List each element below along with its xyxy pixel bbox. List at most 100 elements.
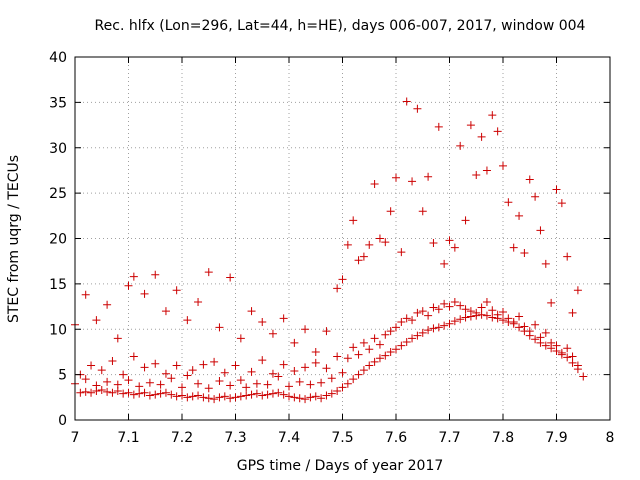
data-point bbox=[76, 388, 85, 397]
data-point bbox=[295, 377, 304, 386]
data-point bbox=[472, 170, 481, 179]
data-point bbox=[466, 121, 475, 130]
data-point bbox=[268, 329, 277, 338]
data-point bbox=[477, 132, 486, 141]
data-point bbox=[359, 338, 368, 347]
data-point bbox=[194, 379, 203, 388]
data-point bbox=[145, 391, 154, 400]
data-point bbox=[381, 351, 390, 360]
data-point bbox=[434, 305, 443, 314]
data-point bbox=[349, 216, 358, 225]
data-point bbox=[295, 394, 304, 403]
data-point bbox=[477, 303, 486, 312]
data-point bbox=[520, 249, 529, 258]
data-point bbox=[103, 300, 112, 309]
data-point bbox=[386, 207, 395, 216]
data-point bbox=[349, 375, 358, 384]
data-point bbox=[226, 273, 235, 282]
data-point bbox=[113, 334, 122, 343]
data-point bbox=[135, 389, 144, 398]
data-point bbox=[156, 389, 165, 398]
data-point bbox=[178, 383, 186, 392]
data-point bbox=[525, 175, 534, 184]
data-point bbox=[408, 316, 417, 325]
data-point bbox=[450, 298, 459, 307]
data-point bbox=[370, 180, 379, 189]
data-point bbox=[210, 395, 219, 404]
data-point bbox=[482, 166, 491, 175]
data-point bbox=[482, 311, 491, 320]
data-point bbox=[172, 392, 181, 401]
data-point bbox=[242, 391, 251, 400]
data-point bbox=[311, 358, 320, 367]
data-points bbox=[71, 97, 588, 404]
data-point bbox=[204, 384, 213, 393]
data-point bbox=[140, 388, 149, 397]
data-point bbox=[370, 357, 379, 366]
data-point bbox=[242, 383, 251, 392]
data-point bbox=[161, 388, 170, 397]
data-point bbox=[568, 308, 577, 317]
data-point bbox=[418, 307, 427, 316]
tick-marks bbox=[74, 56, 611, 421]
data-point bbox=[236, 334, 245, 343]
data-point bbox=[429, 303, 438, 312]
data-point bbox=[343, 240, 352, 249]
y-tick-label: 5 bbox=[58, 368, 67, 384]
data-point bbox=[568, 352, 577, 361]
data-point bbox=[381, 238, 390, 247]
data-point bbox=[375, 354, 384, 363]
data-point bbox=[386, 347, 395, 356]
x-tick-label: 7.5 bbox=[331, 430, 353, 446]
data-point bbox=[499, 161, 507, 170]
data-point bbox=[338, 368, 347, 377]
data-point bbox=[579, 372, 588, 381]
data-point bbox=[515, 323, 524, 332]
x-tick-label: 7 bbox=[71, 430, 80, 446]
data-point bbox=[258, 317, 267, 326]
data-point bbox=[161, 307, 170, 316]
data-point bbox=[215, 323, 224, 332]
data-point bbox=[215, 393, 224, 402]
data-point bbox=[493, 310, 502, 319]
data-point bbox=[418, 328, 427, 337]
data-point bbox=[359, 366, 368, 375]
x-tick-label: 7.3 bbox=[224, 430, 246, 446]
data-point bbox=[258, 391, 267, 400]
chart-title: Rec. hlfx (Lon=296, Lat=44, h=HE), days … bbox=[95, 18, 586, 34]
data-point bbox=[274, 372, 283, 381]
data-point bbox=[557, 199, 566, 208]
data-point bbox=[81, 290, 90, 299]
data-point bbox=[194, 391, 203, 400]
data-point bbox=[375, 340, 384, 349]
data-point bbox=[156, 380, 165, 389]
data-point bbox=[172, 361, 181, 370]
data-point bbox=[509, 243, 518, 252]
data-point bbox=[482, 298, 491, 307]
data-point bbox=[199, 393, 208, 402]
data-point bbox=[210, 357, 219, 366]
data-point bbox=[531, 335, 540, 344]
data-point bbox=[108, 357, 117, 366]
data-point bbox=[450, 243, 459, 252]
data-point bbox=[226, 394, 235, 403]
data-point bbox=[268, 369, 277, 378]
data-point bbox=[402, 337, 411, 346]
data-point bbox=[333, 386, 342, 395]
data-point bbox=[247, 367, 256, 376]
data-point bbox=[488, 111, 497, 120]
data-point bbox=[151, 359, 160, 368]
data-point bbox=[466, 307, 475, 316]
data-point bbox=[413, 308, 422, 317]
data-point bbox=[220, 392, 229, 401]
data-point bbox=[413, 331, 422, 340]
data-point bbox=[268, 389, 277, 398]
data-point bbox=[317, 394, 326, 403]
data-point bbox=[145, 378, 154, 387]
x-tick-label: 7.7 bbox=[438, 430, 460, 446]
x-axis-label: GPS time / Days of year 2017 bbox=[237, 458, 444, 474]
data-point bbox=[327, 389, 336, 398]
data-point bbox=[536, 333, 545, 342]
data-point bbox=[397, 317, 406, 326]
y-tick-label: 10 bbox=[49, 322, 67, 338]
